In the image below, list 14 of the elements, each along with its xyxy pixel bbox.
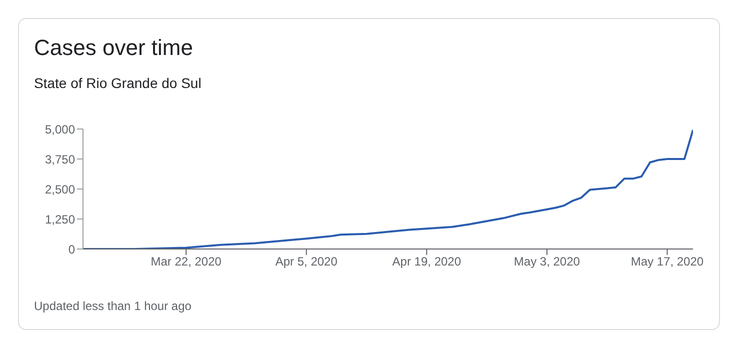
x-tick-label: Mar 22, 2020 [150,254,222,269]
x-tick-label: May 17, 2020 [630,254,704,269]
chart-title: Cases over time [34,35,193,61]
y-tick-label: 5,000 [44,122,76,136]
line-series [83,129,693,249]
y-tick-label: 0 [68,242,76,256]
y-tick-label: 1,250 [44,212,76,226]
x-tick-label: Apr 19, 2020 [392,254,462,269]
y-tick-label: 3,750 [44,152,76,166]
x-tick-label: Apr 5, 2020 [275,254,338,269]
chart-subtitle: State of Rio Grande do Sul [34,75,202,91]
y-tick-label: 2,500 [44,182,76,196]
x-tick-label: May 3, 2020 [514,254,580,269]
text: Updated less than 1 hour ago [34,299,192,313]
